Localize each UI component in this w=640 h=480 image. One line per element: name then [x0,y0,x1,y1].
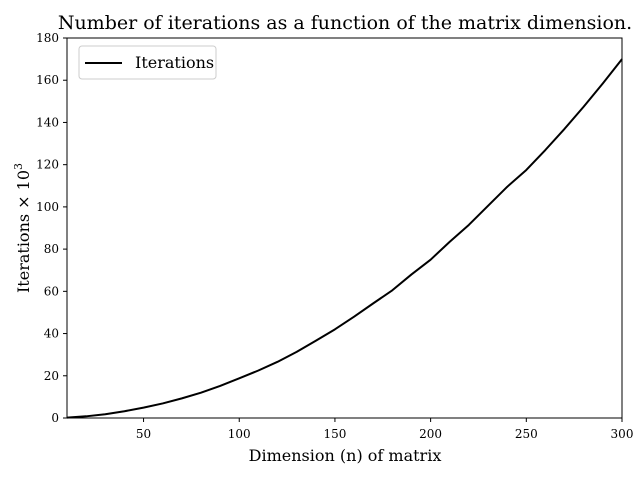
y-tick-label: 0 [51,411,59,425]
x-tick-label: 100 [228,427,251,441]
x-tick-label: 250 [515,427,538,441]
series-line-iterations [66,58,623,419]
x-axis-label: Dimension (n) of matrix [249,446,442,465]
y-tick-label: 40 [44,327,59,341]
x-tick-label: 300 [611,427,634,441]
legend-label-iterations: Iterations [135,53,214,72]
y-tick-label: 140 [36,115,59,129]
y-tick-label: 180 [36,31,59,45]
legend: Iterations [78,45,217,80]
y-tick-label: 60 [44,284,59,298]
plot-area [66,37,623,419]
x-tick-label: 50 [136,427,151,441]
y-tick-label: 120 [36,158,59,172]
plot-background [67,38,622,418]
y-axis-label: Iterations × 103 [12,163,33,293]
y-tick-label: 20 [44,369,59,383]
x-tick-label: 200 [419,427,442,441]
plot-frame [66,37,623,419]
series-layer [66,58,623,419]
y-axis-label-main: Iterations × 10 [14,170,33,293]
x-tick-label: 150 [323,427,346,441]
y-tick-label: 80 [44,242,59,256]
x-axis-ticks: 50 100 150 200 250 300 [136,418,634,441]
y-axis-ticks: 0 20 40 60 80 100 120 140 160 180 [36,31,67,425]
legend-box [78,45,217,80]
chart-title: Number of iterations as a function of th… [58,12,632,34]
y-tick-label: 160 [36,73,59,87]
y-tick-label: 100 [36,200,59,214]
y-axis-label-exponent: 3 [12,163,25,170]
